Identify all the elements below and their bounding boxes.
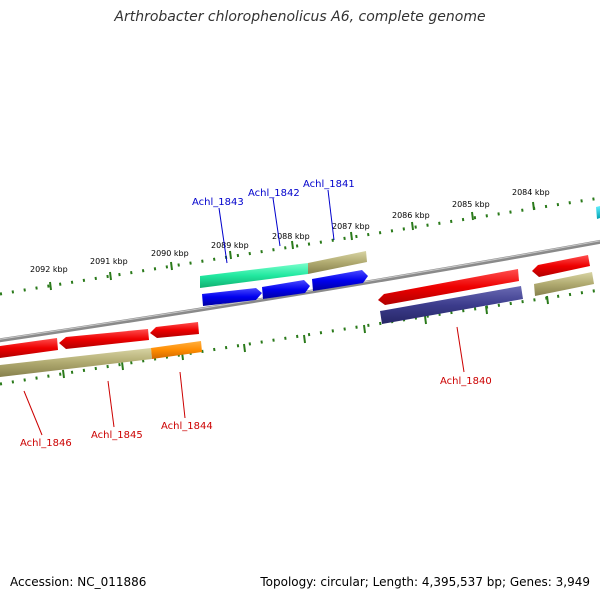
gene-label-achl-1840: Achl_1840: [440, 376, 492, 387]
feature-track-forward: [200, 206, 600, 306]
gene-achl-1840: [380, 286, 523, 324]
outer-tick-ring: [0, 196, 600, 296]
gene-achl-1841: [312, 270, 368, 291]
gene-right-olive: [534, 272, 594, 296]
gene-label-achl-1841: Achl_1841: [303, 179, 355, 190]
genome-summary: Topology: circular; Length: 4,395,537 bp…: [260, 575, 590, 589]
gene-feature-orange: [151, 341, 202, 359]
kbp-label: 2086 kbp: [392, 211, 430, 220]
callout-lines-top: [218, 189, 335, 264]
kbp-labels: 2092 kbp 2091 kbp 2090 kbp 2089 kbp 2088…: [30, 188, 550, 274]
kbp-label: 2089 kbp: [211, 241, 249, 250]
gene-achl-1845: [59, 329, 149, 349]
kbp-label: 2092 kbp: [30, 265, 68, 274]
gene-achl-1843-cds: [200, 263, 308, 288]
gene-label-achl-1844: Achl_1844: [161, 421, 213, 432]
gene-label-achl-1843: Achl_1843: [192, 197, 244, 208]
callout-lines-bottom: [23, 326, 465, 436]
kbp-label: 2084 kbp: [512, 188, 550, 197]
accession-label: Accession: NC_011886: [10, 575, 147, 589]
feature-track-reverse: [0, 255, 594, 377]
gene-label-achl-1846: Achl_1846: [20, 438, 72, 449]
outer-major-ticks: [49, 201, 535, 291]
kbp-label: 2091 kbp: [90, 257, 128, 266]
gene-right-red: [532, 255, 590, 277]
kbp-label: 2085 kbp: [452, 200, 490, 209]
gene-achl-1846: [0, 338, 58, 358]
gene-achl-1844: [150, 322, 199, 338]
gene-feature-cyan: [596, 206, 600, 219]
kbp-label: 2090 kbp: [151, 249, 189, 258]
inner-tick-ring: [0, 288, 600, 386]
kbp-label: 2088 kbp: [272, 232, 310, 241]
gene-achl-1843: [202, 288, 262, 306]
gene-labels-bottom: Achl_1840 Achl_1844 Achl_1845 Achl_1846: [20, 376, 492, 449]
gene-labels-top: Achl_1843 Achl_1842 Achl_1841: [192, 179, 355, 208]
gene-label-achl-1845: Achl_1845: [91, 430, 143, 441]
gene-feature-olive-lower: [0, 348, 152, 377]
gene-achl-1840-partner: [378, 269, 519, 305]
map-title: Arthrobacter chlorophenolicus A6, comple…: [114, 9, 486, 25]
gene-achl-1842: [262, 280, 310, 299]
kbp-label: 2087 kbp: [332, 222, 370, 231]
gene-label-achl-1842: Achl_1842: [248, 188, 300, 199]
gene-feature-olive: [308, 251, 367, 274]
